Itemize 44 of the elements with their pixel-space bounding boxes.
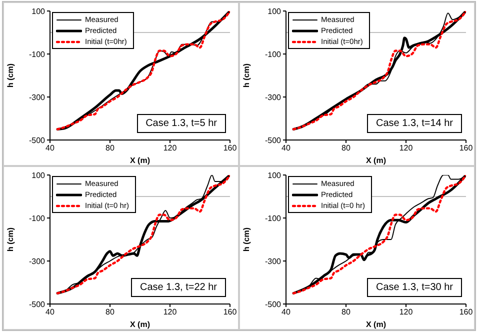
- y-tick-label: -300: [264, 92, 282, 102]
- y-axis-title: h (cm): [242, 63, 251, 88]
- x-tick-label: 40: [282, 144, 291, 153]
- annotation: Case 1.3, t=5 hr: [136, 114, 226, 133]
- y-tick-label: 100: [268, 170, 282, 180]
- x-tick-label: 160: [223, 308, 238, 317]
- x-axis-title: X (m): [366, 320, 386, 329]
- x-tick-label: 80: [106, 144, 115, 153]
- x-tick-label: 120: [399, 144, 414, 153]
- y-tick-label: 100: [32, 6, 46, 16]
- y-tick-label: -500: [28, 136, 46, 145]
- x-tick-label: 40: [46, 308, 55, 317]
- y-tick-label: -300: [28, 92, 46, 102]
- x-tick-label: 80: [342, 308, 351, 317]
- x-axis-title: X (m): [130, 320, 150, 329]
- y-tick-label: -100: [264, 50, 282, 59]
- y-tick-label: 100: [32, 170, 46, 180]
- y-axis-title: h (cm): [242, 227, 251, 252]
- x-tick-label: 160: [223, 144, 238, 153]
- x-tick-label: 120: [399, 308, 414, 317]
- y-tick-label: -500: [28, 300, 46, 309]
- y-tick-label: -500: [264, 300, 282, 309]
- x-tick-label: 40: [282, 308, 291, 317]
- y-tick-label: 100: [268, 6, 282, 16]
- y-axis-title: h (cm): [6, 227, 15, 252]
- x-tick-label: 120: [163, 308, 178, 317]
- x-tick-label: 160: [459, 308, 474, 317]
- x-tick-label: 120: [163, 144, 178, 153]
- annotation: Case 1.3, t=22 hr: [131, 278, 226, 297]
- x-tick-label: 80: [106, 308, 115, 317]
- annotation: Case 1.3, t=30 hr: [367, 278, 462, 297]
- y-tick-label: -500: [264, 136, 282, 145]
- x-axis-title: X (m): [130, 156, 150, 165]
- y-axis-title: h (cm): [6, 63, 15, 88]
- y-tick-label: -100: [264, 214, 282, 223]
- y-tick-label: -300: [28, 256, 46, 266]
- annotation: Case 1.3, t=14 hr: [367, 114, 462, 133]
- x-tick-label: 80: [342, 144, 351, 153]
- x-tick-label: 40: [46, 144, 55, 153]
- y-tick-label: -300: [264, 256, 282, 266]
- y-tick-label: -100: [28, 214, 46, 223]
- y-tick-label: -100: [28, 50, 46, 59]
- x-axis-title: X (m): [366, 156, 386, 165]
- x-tick-label: 160: [459, 144, 474, 153]
